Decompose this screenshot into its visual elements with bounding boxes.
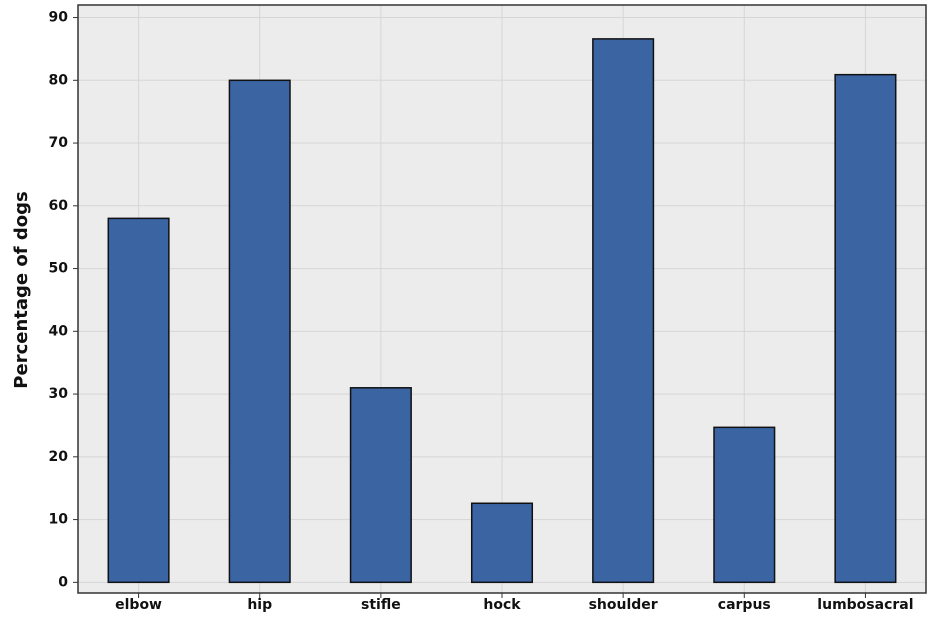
x-tick-label: carpus (718, 597, 771, 613)
y-tick-label: 10 (49, 512, 69, 528)
y-tick-label: 50 (49, 261, 69, 277)
bar (107, 217, 170, 584)
bars (107, 38, 897, 584)
x-tick-label: elbow (115, 597, 162, 613)
x-tick-label: lumbosacral (817, 597, 913, 613)
x-tick-label: shoulder (589, 597, 658, 613)
bar (349, 387, 412, 584)
y-tick-label: 30 (49, 386, 69, 402)
y-tick-label: 20 (49, 449, 69, 465)
x-tick-label: hip (247, 597, 272, 613)
y-tick-label: 90 (49, 10, 69, 26)
y-tick-label: 70 (49, 135, 69, 151)
bar (470, 502, 534, 584)
bar (834, 73, 897, 584)
y-tick-label: 40 (49, 323, 69, 339)
x-tick-label: hock (483, 597, 521, 613)
x-tick-label: stifle (361, 597, 401, 613)
y-axis-label: Percentage of dogs (11, 191, 32, 388)
bar (228, 79, 291, 584)
bar (713, 426, 776, 584)
y-tick-label: 0 (58, 574, 68, 590)
y-tick-label: 80 (49, 72, 69, 88)
y-tick-label: 60 (49, 198, 69, 214)
bar (592, 38, 655, 584)
